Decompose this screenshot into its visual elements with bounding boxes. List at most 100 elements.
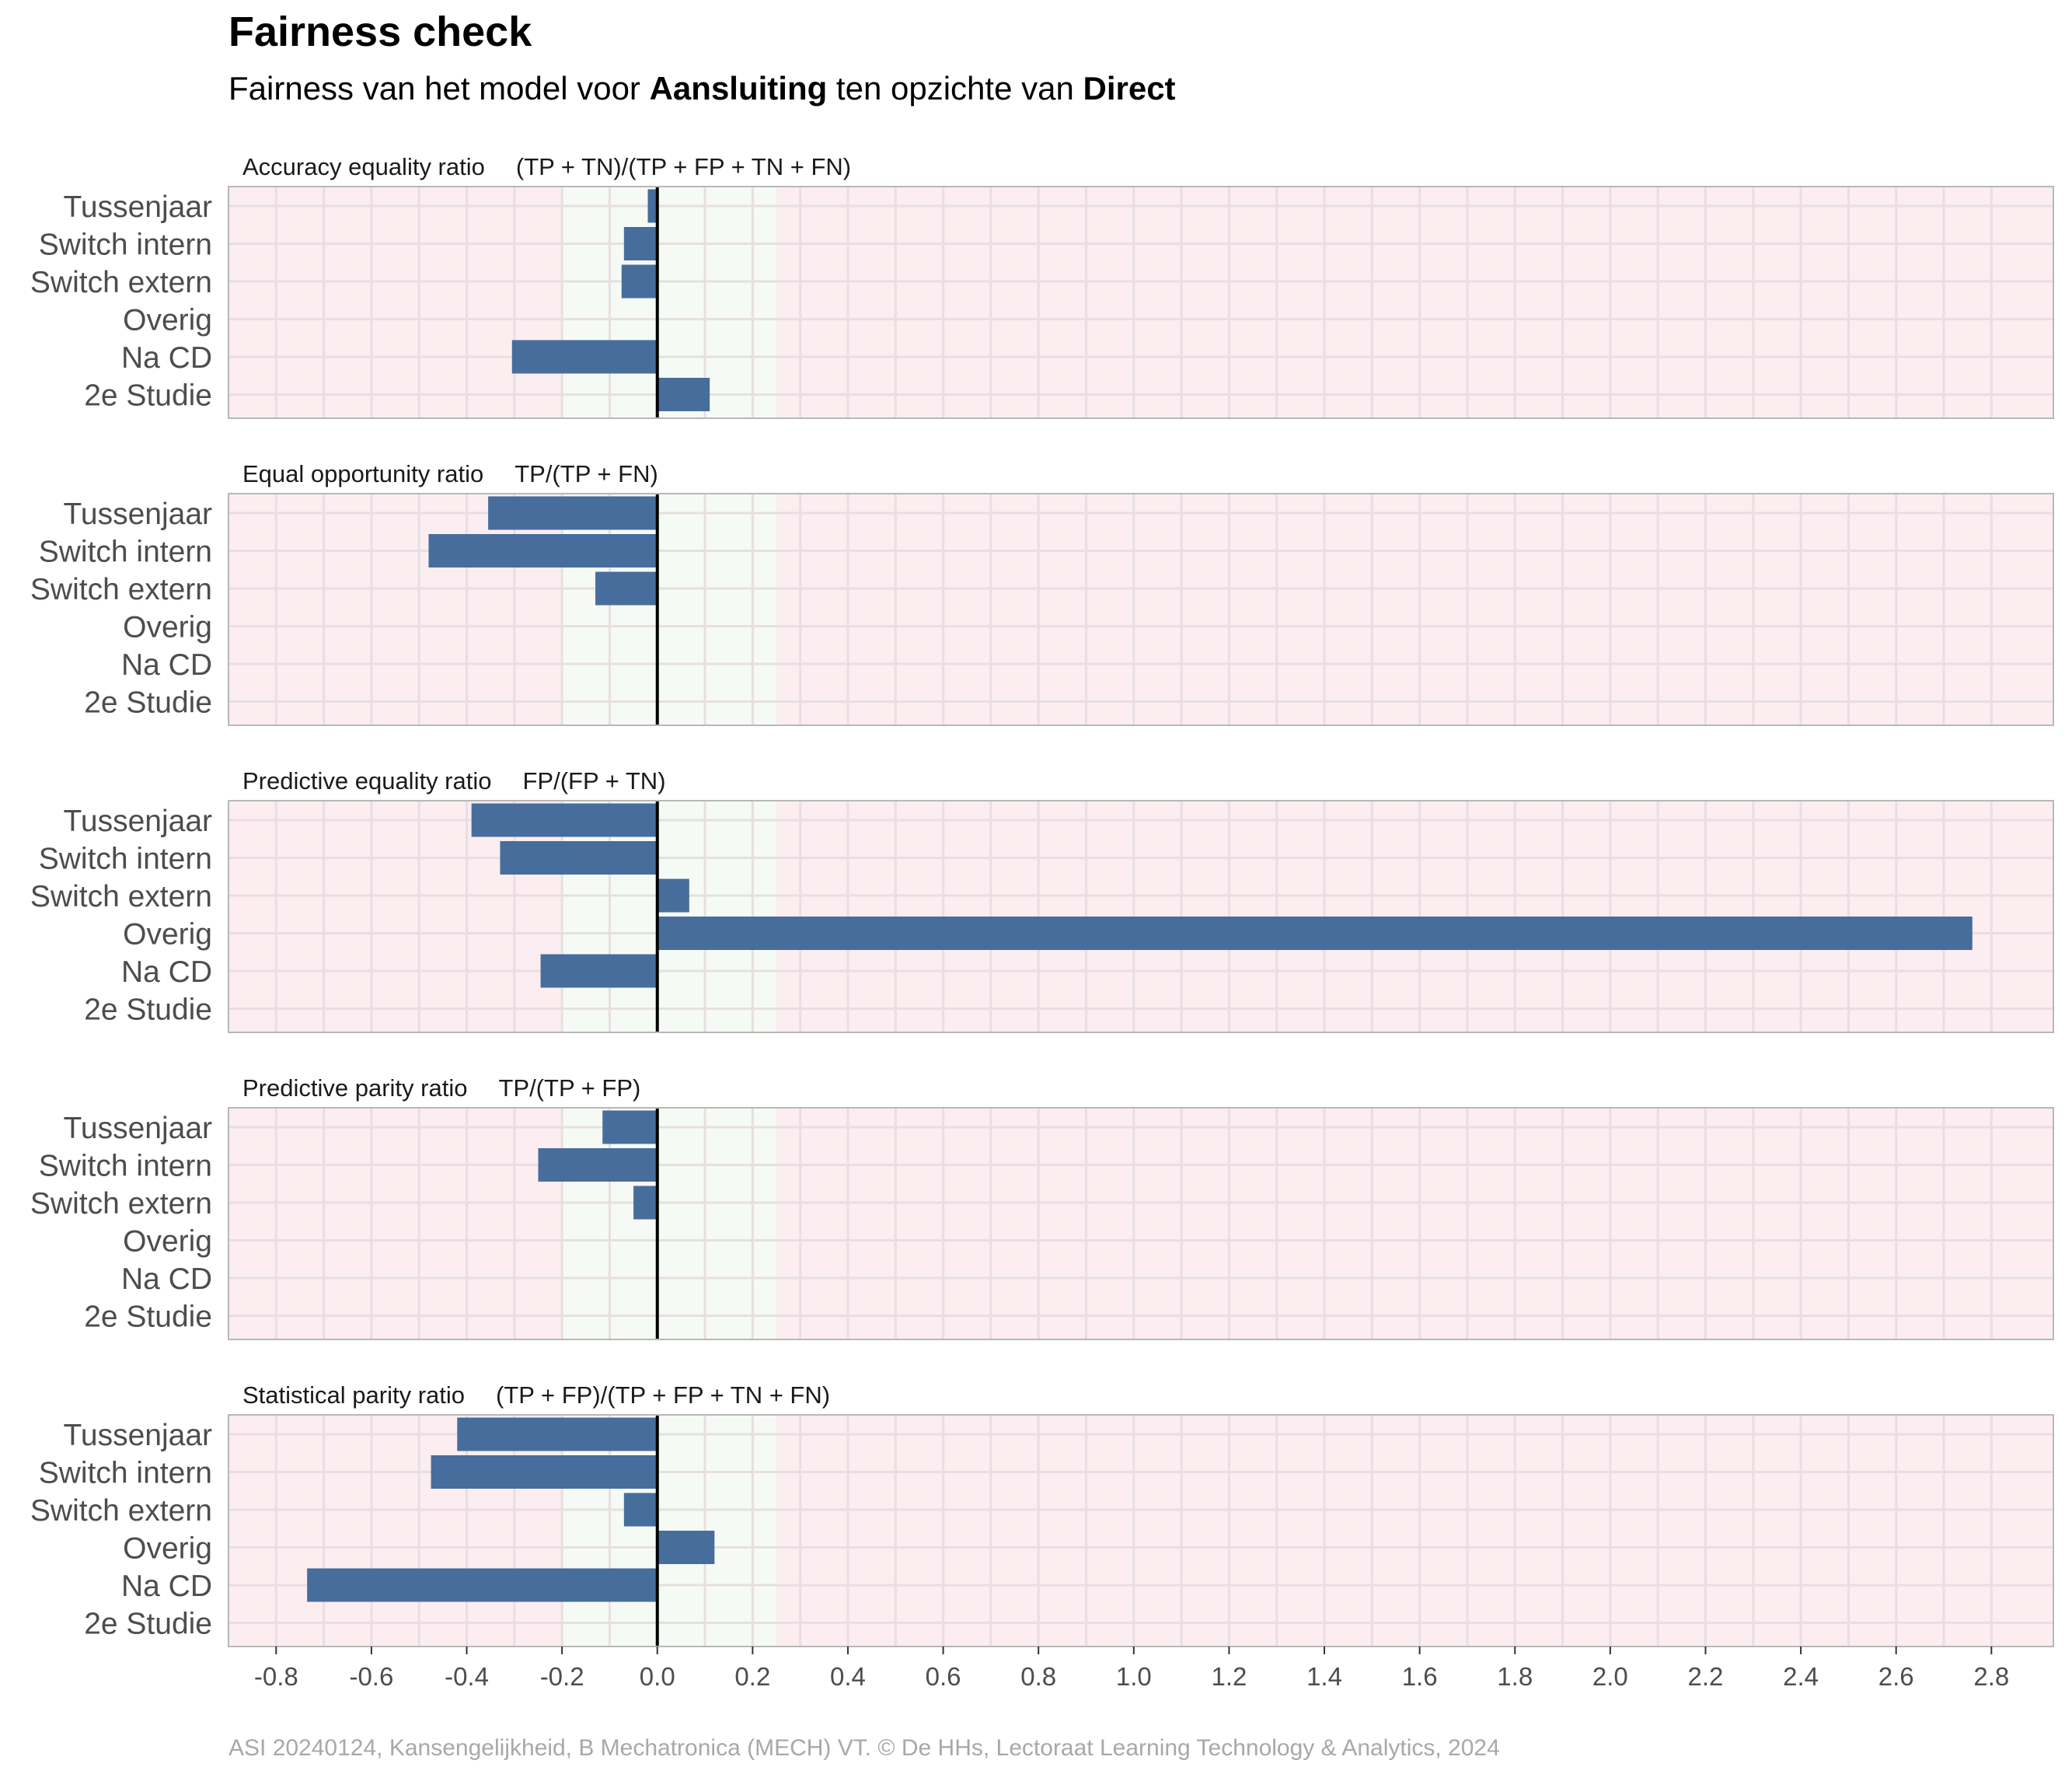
category-label: Overig — [123, 1532, 212, 1566]
x-tick-label: -0.6 — [349, 1662, 393, 1691]
panel-title: Predictive equality ratio FP/(FP + TN) — [242, 767, 666, 794]
x-tick-label: 2.0 — [1592, 1662, 1628, 1691]
panel-2: Predictive equality ratio FP/(FP + TN) Tus… — [30, 767, 2054, 1033]
category-label: Switch extern — [30, 573, 212, 606]
x-tick-label: 0.4 — [830, 1662, 866, 1691]
x-tick-label: 2.8 — [1973, 1662, 2009, 1691]
category-label: Na CD — [121, 1262, 212, 1296]
bar — [540, 954, 658, 988]
x-tick-label: -0.8 — [254, 1662, 298, 1691]
panel-metric-name: Accuracy equality ratio — [242, 153, 485, 180]
category-label: Switch extern — [30, 266, 212, 299]
x-tick-label: 1.2 — [1211, 1662, 1247, 1691]
bar — [657, 1531, 715, 1564]
category-label: Tussenjaar — [64, 1112, 212, 1145]
unfair-zone — [228, 1108, 2053, 1339]
panel-border — [228, 1107, 2054, 1340]
fair-zone — [562, 1108, 777, 1339]
category-label: Switch extern — [30, 880, 212, 913]
panel-border — [228, 1414, 2054, 1647]
bar — [431, 1455, 658, 1489]
category-label: Switch intern — [39, 229, 212, 262]
panel-4: Statistical parity ratio (TP + FP)/(TP + … — [30, 1381, 2054, 1647]
panel-title: Accuracy equality ratio (TP + TN)/(TP + F… — [242, 153, 851, 180]
bar — [621, 264, 658, 299]
category-label: Na CD — [121, 955, 212, 989]
bar — [623, 227, 658, 260]
panel-formula: (TP + FP)/(TP + FP + TN + FN) — [496, 1381, 830, 1409]
subtitle-outcome: Aansluiting — [649, 70, 828, 107]
panel-metric-name: Predictive equality ratio — [242, 767, 492, 794]
panel-title: Statistical parity ratio (TP + FP)/(TP + … — [242, 1381, 830, 1409]
subtitle-reference: Direct — [1083, 70, 1176, 107]
panel-title: Predictive parity ratio TP/(TP + FP) — [242, 1074, 640, 1102]
chart-caption: ASI 20240124, Kansengelijkheid, B Mechat… — [228, 1735, 1500, 1761]
x-tick-label: 2.2 — [1688, 1662, 1724, 1691]
panel-formula: FP/(FP + TN) — [523, 767, 666, 794]
category-label: Tussenjaar — [64, 805, 212, 838]
bar — [657, 878, 689, 913]
unfair-zone — [228, 1415, 2053, 1647]
category-label: Tussenjaar — [64, 190, 212, 224]
category-label: Overig — [123, 304, 212, 337]
x-tick-label: 1.6 — [1402, 1662, 1438, 1691]
x-tick-label: -0.2 — [540, 1662, 584, 1691]
panel-3: Predictive parity ratio TP/(TP + FP) Tusse… — [30, 1074, 2054, 1340]
panel-border — [228, 186, 2054, 419]
category-label: 2e Studie — [84, 686, 212, 720]
subtitle-middle: ten opzichte van — [827, 70, 1083, 107]
bar — [428, 534, 658, 567]
panel-formula: TP/(TP + FP) — [498, 1074, 640, 1102]
bar — [500, 841, 658, 875]
bar — [457, 1417, 658, 1451]
category-label: Switch intern — [39, 1457, 212, 1490]
panel-metric-name: Statistical parity ratio — [242, 1381, 465, 1409]
bar — [511, 340, 658, 374]
bar — [602, 1110, 658, 1144]
bar — [488, 496, 658, 530]
category-label: 2e Studie — [84, 1301, 212, 1334]
page-title: Fairness check — [228, 9, 532, 55]
bar — [623, 1493, 658, 1527]
bar — [633, 1186, 658, 1220]
x-tick-label: 0.8 — [1020, 1662, 1056, 1691]
panel-border — [228, 800, 2054, 1033]
category-label: Overig — [123, 1225, 212, 1259]
category-label: 2e Studie — [84, 379, 212, 413]
bar — [647, 189, 658, 223]
category-label: Overig — [123, 611, 212, 644]
category-label: Switch intern — [39, 536, 212, 569]
panel-metric-name: Predictive parity ratio — [242, 1074, 467, 1102]
bar — [657, 917, 1973, 950]
category-label: Switch intern — [39, 843, 212, 876]
subtitle-prefix: Fairness van het model voor — [228, 70, 650, 107]
category-label: Na CD — [121, 648, 212, 682]
category-label: Tussenjaar — [64, 1419, 212, 1452]
category-label: Na CD — [121, 341, 212, 375]
category-label: 2e Studie — [84, 1608, 212, 1641]
bar — [307, 1568, 658, 1602]
x-tick-label: 2.6 — [1878, 1662, 1914, 1691]
x-tick-label: -0.4 — [445, 1662, 489, 1691]
x-tick-label: 1.4 — [1306, 1662, 1342, 1691]
bar — [657, 378, 710, 411]
category-label: Tussenjaar — [64, 498, 212, 531]
panel-border — [228, 493, 2054, 726]
fair-zone — [562, 494, 777, 725]
x-tick-label: 0.2 — [734, 1662, 770, 1691]
category-label: Switch extern — [30, 1494, 212, 1528]
unfair-zone — [228, 187, 2053, 418]
panel-formula: (TP + TN)/(TP + FP + TN + FN) — [516, 153, 851, 180]
panel-title: Equal opportunity ratio TP/(TP + FN) — [242, 460, 658, 487]
bar — [538, 1148, 658, 1182]
panel-1: Equal opportunity ratio TP/(TP + FN) Tusse… — [30, 460, 2054, 726]
category-label: Overig — [123, 918, 212, 952]
panel-metric-name: Equal opportunity ratio — [242, 460, 483, 487]
panel-formula: TP/(TP + FN) — [515, 460, 658, 487]
x-tick-label: 0.6 — [926, 1662, 961, 1691]
x-tick-label: 2.4 — [1783, 1662, 1819, 1691]
bar — [595, 571, 658, 606]
category-label: 2e Studie — [84, 994, 212, 1027]
panel-0: Accuracy equality ratio (TP + TN)/(TP + F… — [30, 153, 2054, 419]
